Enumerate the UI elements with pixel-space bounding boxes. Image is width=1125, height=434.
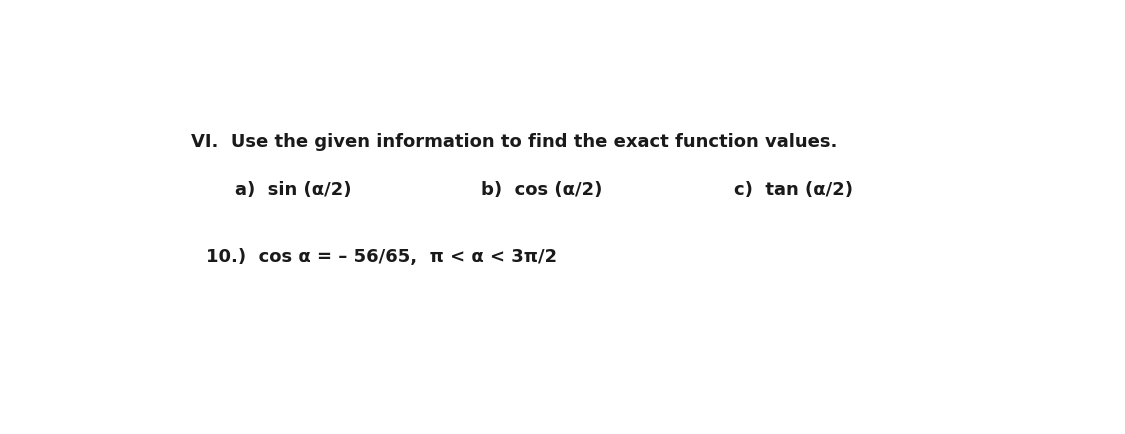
Text: a)  sin (α/2): a) sin (α/2) [235,181,351,199]
Text: c)  tan (α/2): c) tan (α/2) [734,181,853,199]
Text: b)  cos (α/2): b) cos (α/2) [480,181,602,199]
Text: 10.)  cos α = – 56/65,  π < α < 3π/2: 10.) cos α = – 56/65, π < α < 3π/2 [206,247,557,266]
Text: VI.  Use the given information to find the exact function values.: VI. Use the given information to find th… [191,132,838,150]
